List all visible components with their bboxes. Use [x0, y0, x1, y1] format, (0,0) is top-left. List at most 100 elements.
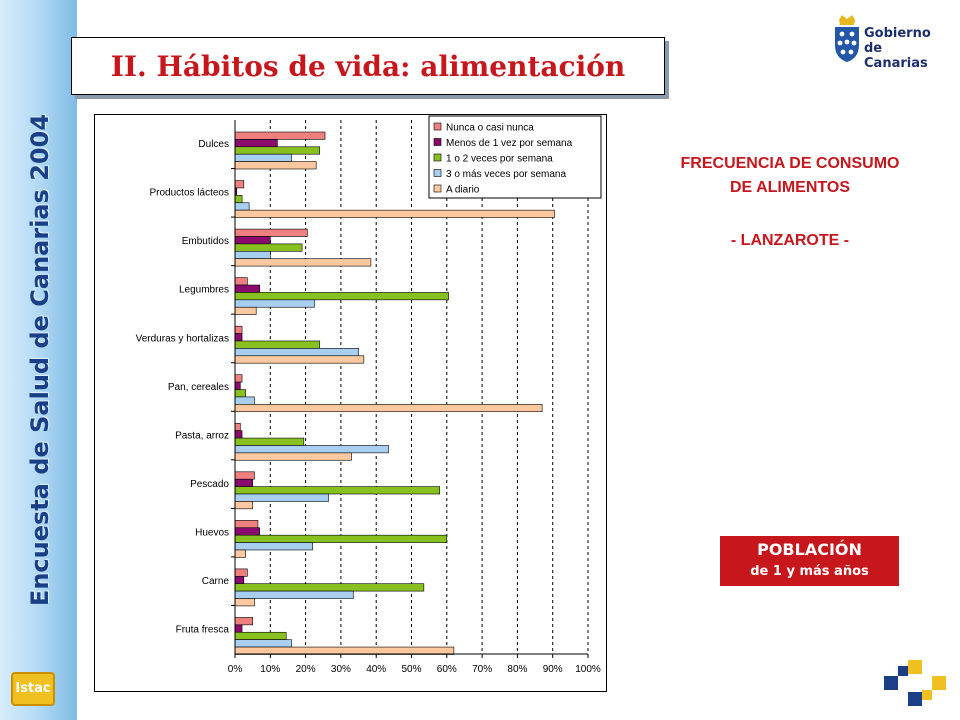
bar: [234, 478, 253, 487]
bar: [234, 228, 308, 237]
bar: [234, 542, 313, 551]
bar: [234, 617, 253, 626]
bar: [234, 195, 243, 204]
bar: [234, 340, 321, 349]
survey-title: Encuesta de Salud de Canarias 2004: [26, 113, 54, 607]
legend-swatch: [433, 138, 442, 146]
gov-logo-text: Gobierno de Canarias: [864, 26, 950, 71]
frequency-title-line2: DE ALIMENTOS: [729, 179, 850, 196]
title-box: II. Hábitos de vida: alimentación: [71, 37, 665, 95]
bar: [234, 486, 441, 495]
frequency-title: FRECUENCIA DE CONSUMO DE ALIMENTOS: [640, 152, 940, 200]
bar: [234, 646, 455, 655]
sidebar: Encuesta de Salud de Canarias 2004 Istac: [0, 0, 77, 720]
x-tick-label: 100%: [575, 664, 601, 675]
x-tick-label: 60%: [437, 664, 457, 675]
bar: [234, 180, 245, 189]
navigation-icon[interactable]: [884, 660, 946, 706]
population-title: POBLACIÓN: [757, 540, 862, 559]
bar: [234, 355, 365, 364]
bar: [234, 534, 448, 543]
bar: [234, 258, 372, 267]
bar: [234, 277, 248, 286]
frequency-title-line1: FRECUENCIA DE CONSUMO: [680, 155, 900, 172]
bar: [234, 161, 317, 170]
bar: [234, 236, 271, 245]
category-label: Fruta fresca: [176, 625, 230, 636]
category-label: Carne: [202, 576, 230, 587]
bar: [234, 131, 326, 140]
gobierno-canarias-logo: Gobierno de Canarias: [830, 12, 950, 71]
gov-logo-line2: de Canarias: [864, 41, 928, 71]
bar: [234, 568, 248, 577]
bar: [234, 209, 555, 218]
category-label: Verduras y hortalizas: [136, 333, 229, 344]
legend-label: Menos de 1 vez por semana: [446, 138, 573, 149]
bar: [234, 437, 305, 446]
bar: [234, 576, 245, 585]
bar: [234, 639, 292, 648]
page-title: II. Hábitos de vida: alimentación: [110, 50, 626, 83]
category-label: Pescado: [190, 479, 229, 490]
category-label: Pasta, arroz: [175, 430, 229, 441]
bar: [234, 292, 449, 301]
legend-swatch: [433, 169, 442, 177]
bar: [234, 452, 352, 461]
region-label: - LANZAROTE -: [730, 232, 850, 249]
legend-swatch: [433, 184, 442, 193]
bar: [234, 445, 389, 454]
bar: [234, 471, 255, 480]
legend-box: [428, 115, 602, 199]
population-subtitle: de 1 y más años: [750, 564, 869, 579]
x-tick-label: 90%: [543, 664, 563, 675]
bar: [234, 139, 278, 148]
legend-label: 3 o más veces por semana: [446, 169, 566, 180]
bar: [234, 624, 243, 633]
category-label: Pan, cereales: [168, 382, 229, 393]
bar: [234, 146, 321, 155]
food-frequency-chart: 0% 10% 20% 30% 40% 50% 60% 70% 80% 90% 100% Dulces P…: [94, 114, 607, 692]
category-label: Dulces: [198, 139, 229, 150]
legend-label: A diario: [446, 185, 480, 196]
bar: [234, 520, 259, 529]
category-label: Productos lácteos: [150, 188, 230, 199]
bar: [234, 306, 257, 315]
x-tick-label: 0%: [228, 664, 243, 675]
bar: [234, 333, 243, 342]
bar: [234, 284, 261, 293]
gov-logo-line1: Gobierno: [864, 26, 931, 41]
x-tick-label: 70%: [472, 664, 492, 675]
chart-panel: 0% 10% 20% 30% 40% 50% 60% 70% 80% 90% 100% Dulces P…: [94, 114, 607, 692]
x-tick-label: 10%: [260, 664, 280, 675]
bar: [234, 583, 425, 592]
bar: [234, 153, 292, 162]
bar: [234, 430, 243, 439]
coat-of-arms-icon: [835, 15, 859, 62]
bar: [234, 250, 271, 259]
category-label: Legumbres: [179, 285, 229, 296]
category-label: Embutidos: [182, 236, 229, 247]
population-badge: POBLACIÓN de 1 y más años: [720, 536, 899, 586]
bar: [234, 501, 253, 510]
bar: [234, 404, 543, 413]
bar: [234, 422, 241, 431]
legend-swatch: [433, 122, 442, 131]
bar: [234, 549, 246, 558]
bar: [234, 374, 243, 383]
bar: [234, 381, 241, 390]
bar: [234, 202, 250, 211]
bar: [234, 389, 246, 398]
bar: [234, 299, 315, 308]
x-tick-label: 80%: [507, 664, 527, 675]
bar: [234, 527, 261, 536]
bar: [234, 493, 329, 502]
x-tick-label: 50%: [401, 664, 421, 675]
x-tick-label: 40%: [366, 664, 386, 675]
legend-swatch: [433, 153, 442, 162]
istac-logo: Istac: [11, 672, 55, 706]
x-tick-label: 20%: [296, 664, 316, 675]
bar: [234, 243, 303, 252]
category-label: Huevos: [195, 527, 229, 538]
x-tick-label: 30%: [331, 664, 351, 675]
bar: [234, 590, 354, 599]
